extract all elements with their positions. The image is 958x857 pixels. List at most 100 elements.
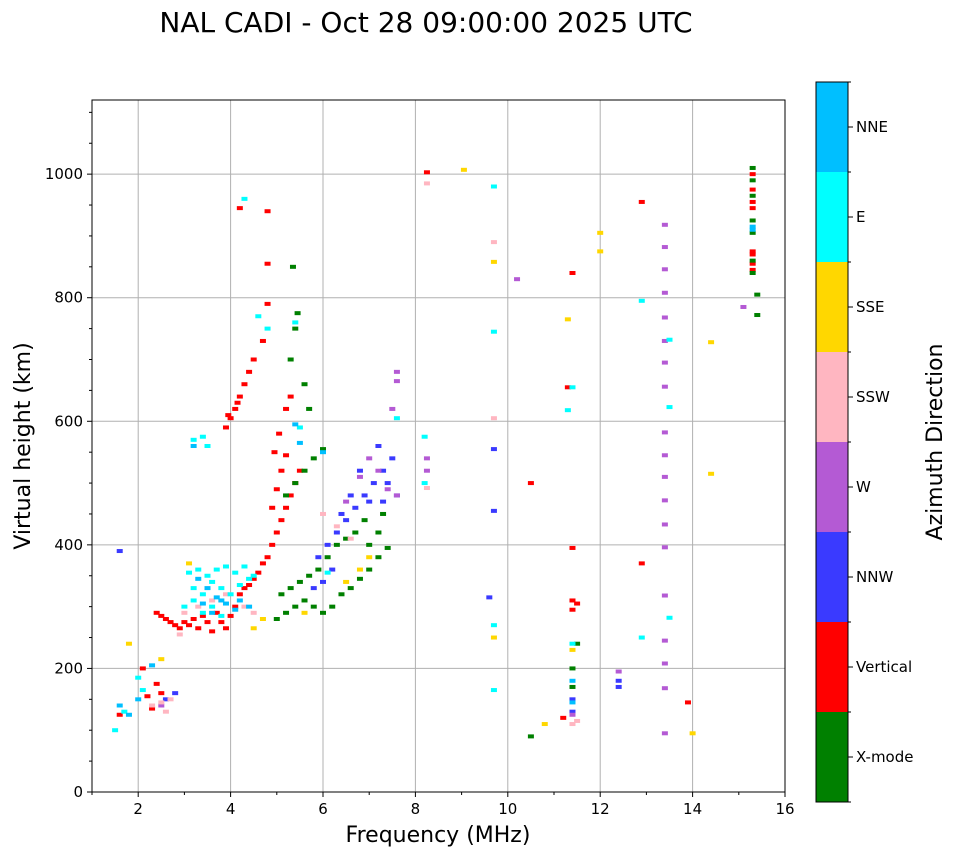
data-point-w bbox=[423, 456, 430, 461]
data-point-w bbox=[393, 379, 400, 384]
data-point-vertical bbox=[564, 385, 571, 390]
data-point-vertical bbox=[283, 406, 290, 411]
data-point-sse bbox=[490, 259, 497, 264]
data-point-sse bbox=[597, 230, 604, 235]
data-point-vertical bbox=[423, 170, 430, 175]
x-tick-label: 16 bbox=[775, 800, 794, 818]
data-point-sse bbox=[250, 626, 257, 631]
data-point-w bbox=[661, 498, 668, 503]
data-point-nnw bbox=[380, 468, 387, 473]
data-point-vertical bbox=[236, 592, 243, 597]
data-point-x-mode bbox=[569, 666, 576, 671]
x-tick-label: 12 bbox=[591, 800, 610, 818]
data-point-x-mode bbox=[749, 193, 756, 198]
data-point-vertical bbox=[283, 505, 290, 510]
data-point-nne bbox=[204, 586, 211, 591]
colorbar-segment bbox=[816, 172, 848, 262]
data-point-vertical bbox=[181, 620, 188, 625]
data-point-e bbox=[232, 570, 239, 575]
data-point-sse bbox=[356, 567, 363, 572]
colorbar-label: NNW bbox=[856, 568, 893, 586]
data-point-ssw bbox=[347, 536, 354, 541]
data-point-w bbox=[393, 493, 400, 498]
data-point-ssw bbox=[181, 610, 188, 615]
data-point-nne bbox=[320, 450, 326, 455]
data-point-nnw bbox=[569, 697, 576, 702]
data-point-sse bbox=[460, 167, 467, 172]
data-point-e bbox=[199, 610, 206, 615]
data-point-e bbox=[190, 586, 197, 591]
data-point-x-mode bbox=[366, 567, 373, 572]
data-point-nnw bbox=[329, 567, 336, 572]
colorbar-segment bbox=[816, 712, 848, 802]
data-point-nne bbox=[232, 607, 239, 612]
data-point-w bbox=[661, 267, 668, 272]
data-point-vertical bbox=[259, 561, 266, 566]
data-point-vertical bbox=[269, 542, 276, 547]
data-point-x-mode bbox=[324, 555, 331, 560]
data-point-nne bbox=[149, 663, 156, 668]
data-point-vertical bbox=[225, 413, 232, 418]
data-point-w bbox=[661, 731, 668, 736]
data-point-sse bbox=[186, 561, 193, 566]
colorbar-label: SSE bbox=[856, 298, 885, 316]
x-axis: 2 4 6 8 10 12 14 16 bbox=[91, 792, 795, 818]
data-point-nne bbox=[209, 610, 216, 615]
data-point-vertical bbox=[273, 487, 280, 492]
data-point-vertical bbox=[232, 604, 239, 609]
data-point-vertical bbox=[638, 561, 645, 566]
data-point-vertical bbox=[574, 601, 581, 606]
data-point-ssw bbox=[195, 604, 202, 609]
data-point-w bbox=[661, 290, 668, 295]
data-point-ssw bbox=[241, 604, 248, 609]
data-point-x-mode bbox=[287, 586, 294, 591]
data-point-nne bbox=[569, 678, 576, 683]
data-point-e bbox=[564, 408, 571, 413]
data-point-vertical bbox=[278, 468, 285, 473]
data-point-nne bbox=[236, 598, 243, 603]
data-point-vertical bbox=[227, 613, 234, 618]
data-point-x-mode bbox=[366, 542, 373, 547]
data-point-ssw bbox=[209, 598, 216, 603]
data-point-x-mode bbox=[569, 684, 576, 689]
data-point-vertical bbox=[278, 518, 285, 523]
data-point-nne bbox=[135, 697, 142, 702]
data-point-nnw bbox=[116, 549, 123, 554]
data-point-e bbox=[490, 184, 497, 189]
y-axis-label: Virtual height (km) bbox=[11, 342, 36, 549]
data-point-vertical bbox=[264, 261, 271, 266]
data-point-x-mode bbox=[306, 573, 313, 578]
data-point-vertical bbox=[749, 252, 756, 257]
data-point-w bbox=[661, 338, 668, 343]
data-point-x-mode bbox=[749, 165, 756, 170]
data-point-vertical bbox=[190, 617, 197, 621]
data-point-w bbox=[661, 686, 668, 691]
data-point-sse bbox=[490, 635, 497, 640]
data-point-ssw bbox=[320, 511, 326, 516]
data-point-nnw bbox=[569, 709, 576, 714]
data-point-x-mode bbox=[375, 555, 382, 560]
data-point-vertical bbox=[569, 271, 576, 275]
chart-title: NAL CADI - Oct 28 09:00:00 2025 UTC bbox=[159, 6, 692, 39]
data-point-vertical bbox=[271, 450, 278, 455]
data-point-e bbox=[190, 598, 197, 603]
data-point-w bbox=[514, 277, 521, 282]
data-point-e bbox=[209, 604, 216, 609]
data-point-vertical bbox=[195, 626, 202, 631]
data-point-e bbox=[490, 688, 497, 693]
data-point-e bbox=[421, 434, 428, 439]
data-point-x-mode bbox=[749, 230, 756, 235]
data-point-e bbox=[241, 196, 248, 201]
y-tick-label: 1000 bbox=[45, 165, 83, 183]
data-point-nnw bbox=[384, 481, 391, 486]
data-point-x-mode bbox=[292, 326, 299, 331]
data-point-x-mode bbox=[749, 178, 756, 183]
data-point-vertical bbox=[569, 598, 576, 603]
data-point-sse bbox=[708, 340, 715, 345]
data-point-vertical bbox=[264, 555, 271, 560]
data-point-vertical bbox=[283, 453, 290, 458]
data-point-e bbox=[213, 567, 220, 572]
data-point-vertical bbox=[176, 626, 183, 631]
data-point-e bbox=[121, 709, 128, 714]
